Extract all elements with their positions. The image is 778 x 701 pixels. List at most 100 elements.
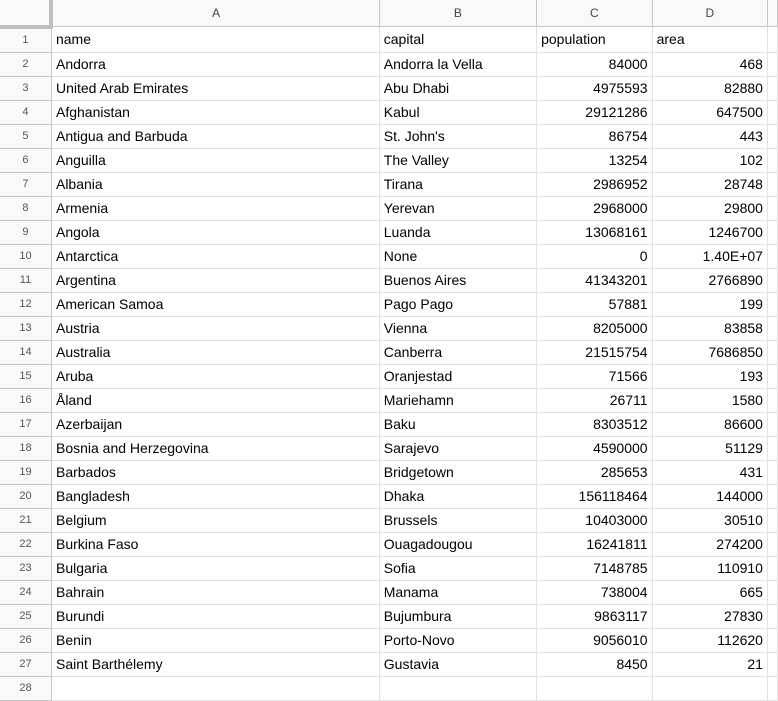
cell-d16[interactable]: 1580 — [652, 388, 768, 413]
row-header[interactable]: 18 — [0, 436, 52, 461]
cell-b4[interactable]: Kabul — [379, 100, 538, 125]
cell-e9[interactable] — [767, 220, 778, 245]
column-header-a[interactable]: A — [51, 0, 380, 27]
cell-d20[interactable]: 144000 — [652, 484, 768, 509]
cell-a21[interactable]: Belgium — [51, 508, 380, 533]
cell-d24[interactable]: 665 — [652, 580, 768, 605]
cell-a13[interactable]: Austria — [51, 316, 380, 341]
cell-a2[interactable]: Andorra — [51, 52, 380, 77]
cell-d25[interactable]: 27830 — [652, 604, 768, 629]
cell-e15[interactable] — [767, 364, 778, 389]
cell-e5[interactable] — [767, 124, 778, 149]
row-header[interactable]: 24 — [0, 580, 52, 605]
cell-c25[interactable]: 9863117 — [536, 604, 653, 629]
cell-d23[interactable]: 110910 — [652, 556, 768, 581]
cell-c2[interactable]: 84000 — [536, 52, 653, 77]
cell-d4[interactable]: 647500 — [652, 100, 768, 125]
cell-b17[interactable]: Baku — [379, 412, 538, 437]
cell-b7[interactable]: Tirana — [379, 172, 538, 197]
cell-e11[interactable] — [767, 268, 778, 293]
cell-b13[interactable]: Vienna — [379, 316, 538, 341]
cell-a14[interactable]: Australia — [51, 340, 380, 365]
cell-d14[interactable]: 7686850 — [652, 340, 768, 365]
cell-d15[interactable]: 193 — [652, 364, 768, 389]
cell-b6[interactable]: The Valley — [379, 148, 538, 173]
cell-b8[interactable]: Yerevan — [379, 196, 538, 221]
row-header[interactable]: 17 — [0, 412, 52, 437]
cell-a4[interactable]: Afghanistan — [51, 100, 380, 125]
cell[interactable] — [767, 676, 778, 701]
cell-c10[interactable]: 0 — [536, 244, 653, 269]
cell-c13[interactable]: 8205000 — [536, 316, 653, 341]
cell-e13[interactable] — [767, 316, 778, 341]
cell-d19[interactable]: 431 — [652, 460, 768, 485]
cell-a24[interactable]: Bahrain — [51, 580, 380, 605]
cell-d7[interactable]: 28748 — [652, 172, 768, 197]
cell-b14[interactable]: Canberra — [379, 340, 538, 365]
cell-c9[interactable]: 13068161 — [536, 220, 653, 245]
cell-b18[interactable]: Sarajevo — [379, 436, 538, 461]
cell-e14[interactable] — [767, 340, 778, 365]
cell-c4[interactable]: 29121286 — [536, 100, 653, 125]
cell-e19[interactable] — [767, 460, 778, 485]
cell-a12[interactable]: American Samoa — [51, 292, 380, 317]
cell-a7[interactable]: Albania — [51, 172, 380, 197]
cell-c14[interactable]: 21515754 — [536, 340, 653, 365]
cell-a25[interactable]: Burundi — [51, 604, 380, 629]
cell-e10[interactable] — [767, 244, 778, 269]
cell-b23[interactable]: Sofia — [379, 556, 538, 581]
cell-c7[interactable]: 2986952 — [536, 172, 653, 197]
cell-e27[interactable] — [767, 652, 778, 677]
cell-a26[interactable]: Benin — [51, 628, 380, 653]
cell-c11[interactable]: 41343201 — [536, 268, 653, 293]
column-header-c[interactable]: C — [536, 0, 653, 27]
row-header[interactable]: 10 — [0, 244, 52, 269]
cell-b22[interactable]: Ouagadougou — [379, 532, 538, 557]
cell-b11[interactable]: Buenos Aires — [379, 268, 538, 293]
cell-d22[interactable]: 274200 — [652, 532, 768, 557]
cell-b5[interactable]: St. John's — [379, 124, 538, 149]
cell-c18[interactable]: 4590000 — [536, 436, 653, 461]
cell-e17[interactable] — [767, 412, 778, 437]
row-header[interactable]: 5 — [0, 124, 52, 149]
cell-c21[interactable]: 10403000 — [536, 508, 653, 533]
cell-d26[interactable]: 112620 — [652, 628, 768, 653]
row-header[interactable]: 28 — [0, 676, 52, 701]
cell-b3[interactable]: Abu Dhabi — [379, 76, 538, 101]
row-header[interactable]: 9 — [0, 220, 52, 245]
cell-c19[interactable]: 285653 — [536, 460, 653, 485]
cell-d3[interactable]: 82880 — [652, 76, 768, 101]
cell-e1[interactable] — [767, 26, 778, 53]
cell-d17[interactable]: 86600 — [652, 412, 768, 437]
row-header[interactable]: 14 — [0, 340, 52, 365]
row-header[interactable]: 26 — [0, 628, 52, 653]
cell-a5[interactable]: Antigua and Barbuda — [51, 124, 380, 149]
cell-c20[interactable]: 156118464 — [536, 484, 653, 509]
cell-c5[interactable]: 86754 — [536, 124, 653, 149]
cell-a8[interactable]: Armenia — [51, 196, 380, 221]
cell-c15[interactable]: 71566 — [536, 364, 653, 389]
cell-a18[interactable]: Bosnia and Herzegovina — [51, 436, 380, 461]
cell-e24[interactable] — [767, 580, 778, 605]
cell-e6[interactable] — [767, 148, 778, 173]
cell-e7[interactable] — [767, 172, 778, 197]
cell-d1[interactable]: area — [652, 26, 768, 53]
cell-e23[interactable] — [767, 556, 778, 581]
cell-b9[interactable]: Luanda — [379, 220, 538, 245]
cell-e18[interactable] — [767, 436, 778, 461]
cell-e2[interactable] — [767, 52, 778, 77]
cell-b10[interactable]: None — [379, 244, 538, 269]
row-header[interactable]: 25 — [0, 604, 52, 629]
row-header[interactable]: 27 — [0, 652, 52, 677]
cell-b25[interactable]: Bujumbura — [379, 604, 538, 629]
cell-a3[interactable]: United Arab Emirates — [51, 76, 380, 101]
cell-a11[interactable]: Argentina — [51, 268, 380, 293]
cell-a27[interactable]: Saint Barthélemy — [51, 652, 380, 677]
cell-b24[interactable]: Manama — [379, 580, 538, 605]
cell-e26[interactable] — [767, 628, 778, 653]
row-header[interactable]: 21 — [0, 508, 52, 533]
cell-b27[interactable]: Gustavia — [379, 652, 538, 677]
row-header[interactable]: 7 — [0, 172, 52, 197]
cell-d18[interactable]: 51129 — [652, 436, 768, 461]
cell-e16[interactable] — [767, 388, 778, 413]
